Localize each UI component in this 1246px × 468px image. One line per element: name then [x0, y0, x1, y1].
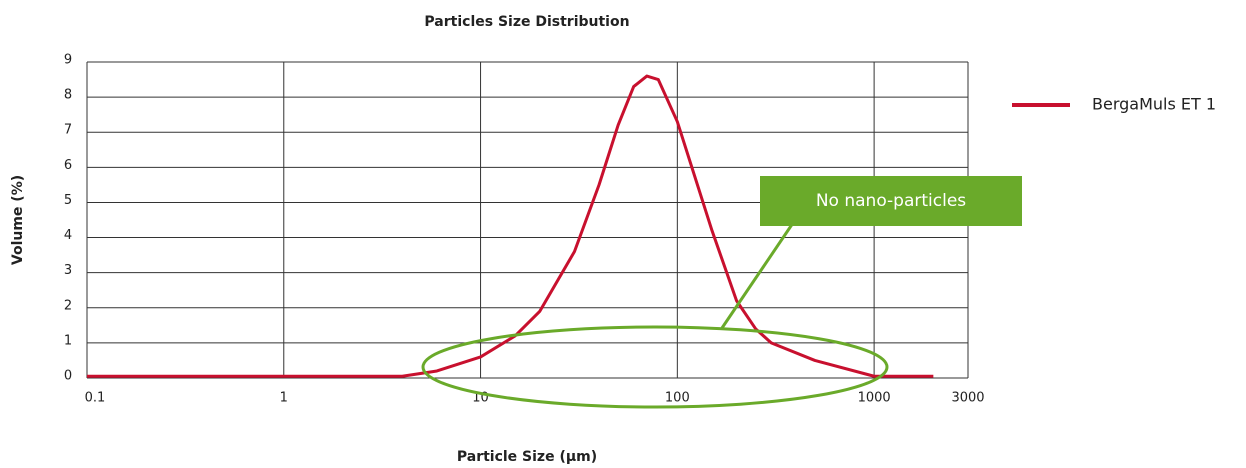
x-tick-label: 1000 — [858, 391, 891, 406]
y-tick-label: 6 — [64, 158, 72, 173]
y-tick-label: 3 — [64, 263, 72, 278]
x-tick-label: 0.1 — [85, 391, 106, 406]
y-tick-label: 8 — [64, 88, 72, 103]
y-tick-label: 1 — [64, 333, 72, 348]
annotation-pointer — [720, 219, 797, 329]
y-axis-label: Volume (%) — [10, 175, 26, 265]
y-tick-label: 2 — [64, 298, 72, 313]
y-tick-label: 0 — [64, 369, 72, 384]
x-axis-label: Particle Size (µm) — [457, 449, 597, 465]
annotation-ellipse — [421, 325, 889, 409]
line-series — [87, 74, 934, 378]
x-tick-label: 1 — [280, 391, 288, 406]
x-tick-label: 3000 — [951, 391, 984, 406]
annotation-box — [760, 176, 1022, 226]
legend-label: BergaMuls ET 1 — [1092, 95, 1216, 114]
x-tick-label: 100 — [665, 391, 690, 406]
y-tick-label: 5 — [64, 193, 72, 208]
y-tick-label: 9 — [64, 53, 72, 68]
annotation-text: No nano-particles — [816, 191, 966, 211]
y-tick-label: 7 — [64, 123, 72, 138]
chart-title: Particles Size Distribution — [424, 14, 629, 30]
y-tick-label: 4 — [64, 228, 72, 243]
